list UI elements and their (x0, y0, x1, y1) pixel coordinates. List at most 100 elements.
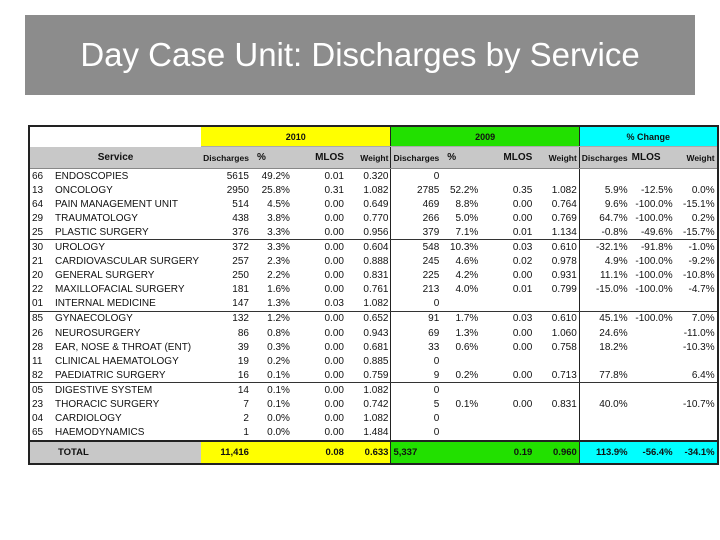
cell-mlos-2010: 0.00 (324, 198, 344, 210)
cell-mlos-2010: 0.00 (324, 355, 344, 367)
cell-mlos-2009: 0.00 (512, 399, 533, 411)
cell-code: 11 (32, 355, 43, 367)
cell-discharges-2010: 1 (243, 427, 249, 439)
total-discharges-2009: 5,337 (390, 439, 442, 464)
col-discharges-2009: Discharges (390, 146, 442, 169)
cell-mlos-change (629, 296, 675, 312)
cell-pct-2009: 5.0% (455, 212, 479, 224)
cell-discharges-2010: 372 (232, 242, 249, 254)
cell-mlos-2009 (484, 296, 535, 312)
cell-pct-2010: 2.2% (267, 270, 290, 282)
cell-discharges-2009: 0 (390, 168, 442, 184)
cell-mlos-2010: 0.00 (324, 427, 344, 439)
cell-discharges-2009: 5 (390, 397, 442, 412)
cell-weight-change (675, 383, 718, 398)
cell-mlos-2009 (484, 383, 534, 398)
cell-discharges-change (578, 425, 630, 441)
cell-weight-change: 6.4% (674, 368, 718, 384)
column-header-row: Service Discharges % MLOS Weight Dischar… (29, 146, 718, 169)
cell-service: DIGESTIVE SYSTEM (55, 384, 153, 396)
cell-discharges-change (578, 382, 630, 398)
cell-weight-change: -1.0% (688, 242, 715, 254)
cell-mlos-change (630, 383, 675, 398)
cell-mlos-2009: 0.02 (512, 256, 533, 268)
total-pct-2009 (441, 439, 485, 464)
cell-weight-change (675, 354, 718, 368)
cell-discharges-change: 18.2% (578, 340, 630, 355)
table-row: 66 ENDOSCOPIES 5615 49.2% 0.01 0.320 0 (29, 168, 718, 184)
total-mlos-2010: 0.08 (295, 439, 346, 464)
total-mlos-change: -56.4% (629, 439, 675, 464)
cell-pct-2009: 1.3% (455, 327, 479, 339)
cell-mlos-2010: 0.00 (324, 327, 344, 339)
cell-mlos-2010: 0.31 (324, 184, 344, 196)
cell-service: EAR, NOSE & THROAT (ENT) (55, 341, 192, 353)
cell-weight-2009: 1.060 (551, 327, 577, 339)
cell-weight-2010: 0.652 (363, 313, 389, 325)
total-label: TOTAL (29, 439, 202, 464)
cell-mlos-change: -100.0% (635, 270, 673, 282)
col-mlos-change: MLOS (629, 146, 675, 169)
cell-mlos-2010: 0.01 (324, 170, 344, 182)
table-row: 28 EAR, NOSE & THROAT (ENT) 39 0.3% 0.00 0.68… (29, 340, 718, 355)
cell-discharges-2010: 16 (201, 368, 251, 384)
cell-pct-2010: 3.3% (267, 242, 290, 254)
cell-mlos-2010: 0.00 (324, 413, 344, 425)
cell-weight-2010: 0.681 (363, 341, 389, 353)
cell-weight-2010: 0.885 (363, 355, 389, 367)
cell-discharges-2009: 0 (390, 354, 442, 369)
cell-discharges-2009: 225 (390, 268, 442, 283)
table-row: 22 MAXILLOFACIAL SURGERY 181 1.6% 0.00 0.761 2… (29, 282, 718, 297)
cell-pct-2010: 25.8% (261, 184, 290, 196)
cell-pct-2010: 0.0% (267, 427, 290, 439)
cell-mlos-change (630, 169, 675, 184)
cell-pct-2009 (441, 426, 484, 441)
cell-weight-2009: 0.931 (551, 270, 577, 282)
table-row: 21 CARDIOVASCULAR SURGERY 257 2.3% 0.00 0.888… (29, 254, 718, 269)
table-row: 25 PLASTIC SURGERY 376 3.3% 0.00 0.956 379 7.1%… (29, 225, 718, 241)
cell-service: NEUROSURGERY (55, 327, 141, 339)
cell-mlos-2009: 0.00 (484, 368, 535, 384)
cell-mlos-2009: 0.00 (512, 212, 533, 224)
cell-discharges-change (578, 411, 630, 426)
cell-discharges-2009: 0 (390, 411, 442, 426)
cell-weight-change (675, 426, 718, 441)
cell-code: 64 (32, 198, 44, 210)
col-weight-change: Weight (674, 146, 718, 169)
cell-pct-2009: 0.2% (441, 368, 485, 384)
cell-discharges-change: 45.1% (578, 311, 630, 327)
cell-pct-2010: 49.2% (261, 170, 290, 182)
cell-mlos-2010: 0.00 (324, 384, 344, 396)
cell-mlos-change (630, 412, 675, 426)
cell-pct-2009: 0.1% (455, 399, 479, 411)
table-row: 26 NEUROSURGERY 86 0.8% 0.00 0.943 69 1.3% 0.00 1… (29, 326, 718, 341)
cell-mlos-change: -91.8% (640, 242, 673, 254)
cell-discharges-2009: 0 (390, 425, 442, 441)
cell-pct-2010: 1.6% (267, 284, 290, 296)
cell-discharges-2010: 39 (237, 341, 249, 353)
cell-code: 26 (32, 327, 44, 339)
cell-weight-2010: 0.761 (363, 284, 389, 296)
table-row: 30 UROLOGY 372 3.3% 0.00 0.604 548 10.3% 0.03 0.6… (29, 239, 718, 255)
table-row: 64 PAIN MANAGEMENT UNIT 514 4.5% 0.00 0.649 46… (29, 197, 718, 212)
cell-mlos-2009: 0.00 (512, 270, 533, 282)
cell-weight-2009 (534, 296, 580, 312)
cell-discharges-2010: 5615 (226, 170, 249, 182)
cell-discharges-2009: 0 (390, 296, 442, 312)
cell-pct-2010: 0.1% (267, 399, 290, 411)
cell-service: MAXILLOFACIAL SURGERY (55, 284, 185, 296)
cell-weight-2010: 0.943 (363, 327, 389, 339)
cell-weight-change: -15.1% (682, 198, 715, 210)
cell-weight-change: -10.8% (682, 270, 715, 282)
cell-discharges-2009: 91 (390, 311, 442, 327)
total-pct-2010 (250, 439, 296, 464)
cell-discharges-2010: 132 (232, 313, 249, 325)
cell-discharges-change: -32.1% (578, 239, 630, 255)
cell-weight-change: -9.2% (688, 256, 715, 268)
total-row: TOTAL 11,416 0.08 0.633 5,337 0.19 0.960… (29, 439, 718, 464)
cell-code: 66 (32, 170, 44, 182)
cell-mlos-change: -49.6% (629, 225, 675, 241)
cell-discharges-change (578, 296, 630, 312)
col-pct-2009: % (441, 146, 485, 169)
cell-service: CARDIOVASCULAR SURGERY (55, 256, 200, 268)
